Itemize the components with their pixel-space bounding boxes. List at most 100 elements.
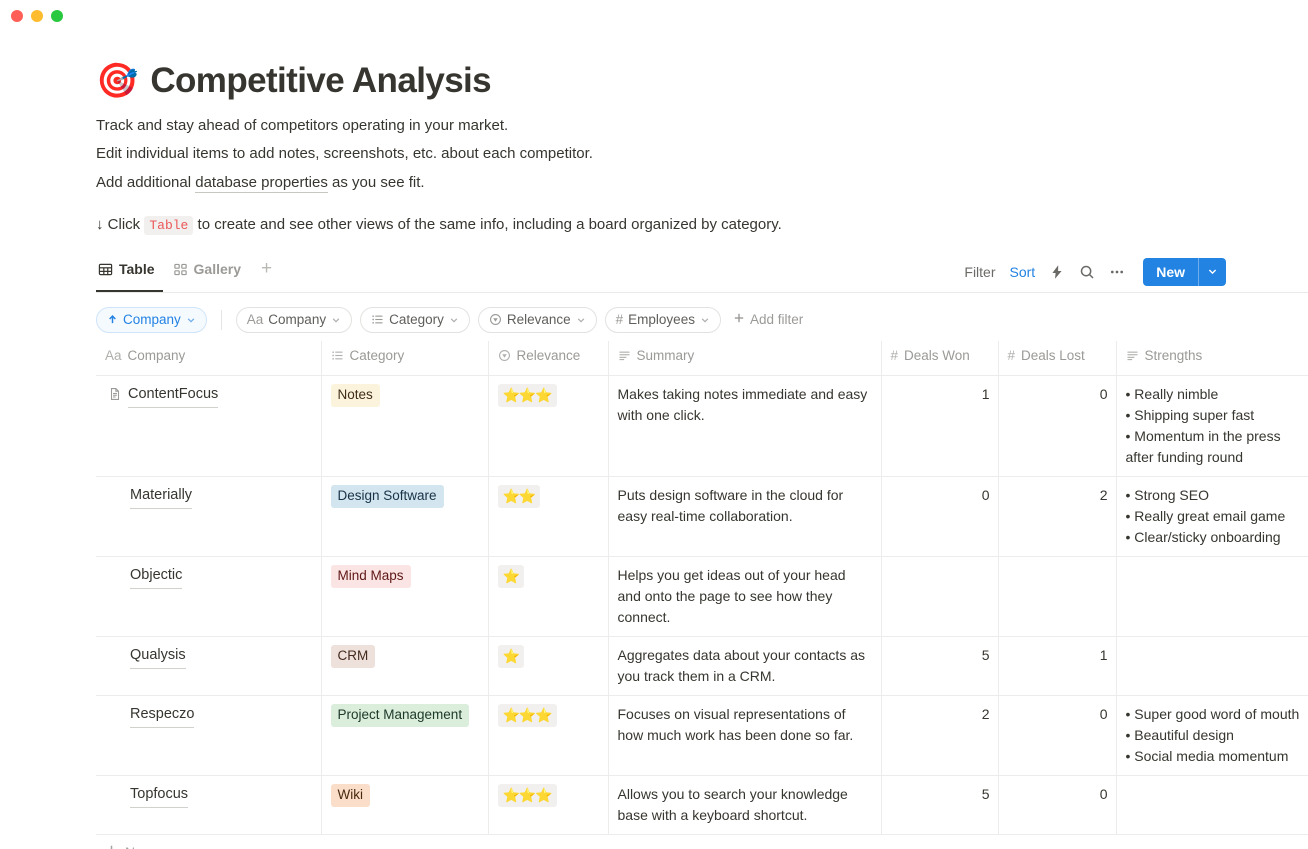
target-emoji-icon[interactable]: 🎯: [96, 62, 139, 101]
column-header-deals-lost[interactable]: # Deals Lost: [998, 340, 1117, 376]
filter-button[interactable]: Filter: [964, 263, 996, 280]
ellipsis-icon[interactable]: [1109, 264, 1125, 280]
cell-deals-won[interactable]: 0: [881, 476, 999, 557]
category-tag: Wiki: [330, 784, 370, 807]
company-name-link[interactable]: Respeczo: [130, 704, 195, 728]
cell-summary[interactable]: Focuses on visual representations of how…: [608, 695, 882, 776]
cell-summary[interactable]: Allows you to search your knowledge base…: [608, 775, 882, 835]
cell-strengths[interactable]: [1116, 556, 1308, 637]
filter-chip-employees[interactable]: # Employees: [604, 306, 721, 333]
column-header-deals-won[interactable]: # Deals Won: [881, 340, 999, 376]
zoom-window-button[interactable]: [51, 10, 63, 22]
cell-category[interactable]: CRM: [321, 636, 489, 696]
view-tabs: Table Gallery +: [96, 255, 276, 292]
sort-button[interactable]: Sort: [1009, 263, 1036, 280]
cell-strengths[interactable]: • Really nimble • Shipping super fast • Mo…: [1116, 375, 1308, 477]
new-button-label: New: [1156, 263, 1185, 280]
window-titlebar: [0, 0, 1308, 32]
cell-company[interactable]: Respeczo: [96, 695, 322, 776]
close-window-button[interactable]: [11, 10, 23, 22]
cell-deals-won[interactable]: 5: [881, 775, 999, 835]
cell-relevance[interactable]: ⭐⭐⭐: [488, 375, 609, 477]
new-record-row[interactable]: New: [96, 835, 1254, 849]
lightning-icon[interactable]: [1049, 264, 1065, 280]
table-row[interactable]: Respeczo Project Management ⭐⭐⭐ Focuses on …: [96, 695, 1308, 776]
cell-relevance[interactable]: ⭐⭐⭐: [488, 775, 609, 835]
cell-company[interactable]: Topfocus: [96, 775, 322, 835]
cell-strengths[interactable]: [1116, 775, 1308, 835]
cell-category[interactable]: Notes: [321, 375, 489, 477]
company-cell-content: Objectic: [105, 565, 313, 589]
cell-strengths[interactable]: • Super good word of mouth • Beautiful de…: [1116, 695, 1308, 776]
table-row[interactable]: Objectic Mind Maps ⭐ Helps you get ideas ou…: [96, 556, 1308, 637]
chevron-down-icon: [186, 315, 196, 325]
cell-deals-lost[interactable]: 1: [998, 636, 1117, 696]
company-name-link[interactable]: ContentFocus: [128, 384, 219, 408]
desc-text-before: Add additional: [96, 174, 196, 191]
table-row[interactable]: Topfocus Wiki ⭐⭐⭐ Allows you to search your…: [96, 775, 1308, 835]
filter-chip-company[interactable]: Aa Company: [235, 306, 353, 333]
cell-category[interactable]: Design Software: [321, 476, 489, 557]
cell-deals-lost[interactable]: [998, 556, 1117, 637]
cell-summary[interactable]: Aggregates data about your contacts as y…: [608, 636, 882, 696]
cell-relevance[interactable]: ⭐⭐⭐: [488, 695, 609, 776]
tab-gallery[interactable]: Gallery: [171, 255, 249, 292]
sort-chip-company[interactable]: Company: [96, 306, 207, 333]
table-row[interactable]: ContentFocus Notes ⭐⭐⭐ Makes taking notes i…: [96, 375, 1308, 477]
text-property-icon: Aa: [246, 312, 264, 328]
cell-strengths[interactable]: • Strong SEO • Really great email game • C…: [1116, 476, 1308, 557]
cell-company[interactable]: Materially: [96, 476, 322, 557]
add-filter-button[interactable]: Add filter: [729, 312, 807, 327]
multiline-property-icon: [618, 349, 631, 362]
relevance-stars: ⭐⭐⭐: [497, 704, 557, 727]
cell-summary[interactable]: Puts design software in the cloud for ea…: [608, 476, 882, 557]
cell-deals-won[interactable]: 1: [881, 375, 999, 477]
cell-company[interactable]: ContentFocus: [96, 375, 322, 477]
cell-category[interactable]: Mind Maps: [321, 556, 489, 637]
company-name-link[interactable]: Qualysis: [130, 645, 186, 669]
table-row[interactable]: Materially Design Software ⭐⭐ Puts design s…: [96, 476, 1308, 557]
cell-company[interactable]: Qualysis: [96, 636, 322, 696]
cell-deals-won[interactable]: 2: [881, 695, 999, 776]
column-header-category[interactable]: Category: [321, 340, 489, 376]
company-name-link[interactable]: Materially: [130, 485, 193, 509]
filter-chip-company-label: Company: [268, 312, 327, 328]
cell-deals-lost[interactable]: 2: [998, 476, 1117, 557]
cell-deals-lost[interactable]: 0: [998, 775, 1117, 835]
cell-deals-lost[interactable]: 0: [998, 695, 1117, 776]
column-header-relevance[interactable]: Relevance: [488, 340, 609, 376]
tab-table[interactable]: Table: [96, 255, 163, 292]
company-name-link[interactable]: Topfocus: [130, 784, 189, 808]
strengths-list: • Strong SEO • Really great email game • C…: [1126, 485, 1301, 548]
cell-company[interactable]: Objectic: [96, 556, 322, 637]
search-icon[interactable]: [1079, 264, 1095, 280]
category-tag: Project Management: [330, 704, 470, 727]
minimize-window-button[interactable]: [31, 10, 43, 22]
table-row[interactable]: Qualysis CRM ⭐ Aggregates data about your c…: [96, 636, 1308, 696]
category-tag: CRM: [330, 645, 376, 668]
filter-chip-category[interactable]: Category: [360, 306, 470, 333]
chevron-down-icon[interactable]: [1199, 258, 1226, 286]
relevance-stars: ⭐⭐⭐: [497, 784, 557, 807]
database-properties-link[interactable]: database properties: [195, 174, 328, 193]
column-header-strengths[interactable]: Strengths: [1116, 340, 1308, 376]
cell-deals-won[interactable]: [881, 556, 999, 637]
cell-summary[interactable]: Makes taking notes immediate and easy wi…: [608, 375, 882, 477]
filter-chip-relevance[interactable]: Relevance: [477, 306, 597, 333]
cell-relevance[interactable]: ⭐: [488, 636, 609, 696]
strength-item: • Social media momentum: [1125, 748, 1289, 764]
cell-deals-won[interactable]: 5: [881, 636, 999, 696]
cell-relevance[interactable]: ⭐⭐: [488, 476, 609, 557]
column-header-summary[interactable]: Summary: [608, 340, 882, 376]
column-header-company[interactable]: Aa Company: [96, 340, 322, 376]
cell-category[interactable]: Wiki: [321, 775, 489, 835]
cell-category[interactable]: Project Management: [321, 695, 489, 776]
new-button[interactable]: New: [1143, 257, 1226, 286]
cell-strengths[interactable]: [1116, 636, 1308, 696]
company-name-link[interactable]: Objectic: [130, 565, 183, 589]
add-view-button[interactable]: +: [261, 257, 273, 279]
cell-deals-lost[interactable]: 0: [998, 375, 1117, 477]
cell-relevance[interactable]: ⭐: [488, 556, 609, 637]
cell-summary[interactable]: Helps you get ideas out of your head and…: [608, 556, 882, 637]
page-title[interactable]: Competitive Analysis: [150, 61, 492, 100]
